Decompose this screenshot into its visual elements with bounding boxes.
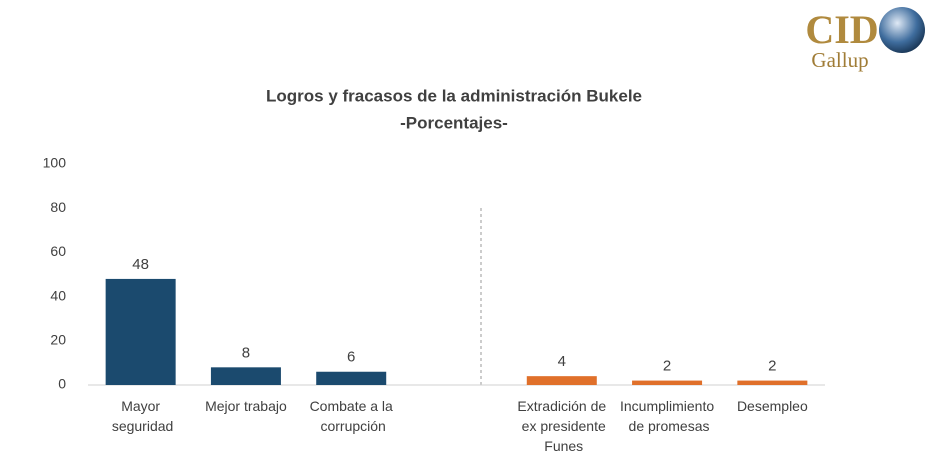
data-label: 48 bbox=[132, 256, 149, 273]
y-tick-label: 100 bbox=[43, 155, 67, 171]
data-label: 8 bbox=[242, 344, 250, 361]
y-tick-label: 0 bbox=[58, 376, 66, 392]
bar bbox=[105, 278, 176, 385]
y-tick-label: 60 bbox=[50, 243, 66, 259]
data-label: 2 bbox=[663, 358, 671, 375]
chart-subtitle: -Porcentajes- bbox=[400, 113, 508, 132]
x-tick-label: Incumplimiento de promesas bbox=[620, 398, 714, 434]
data-label: 6 bbox=[347, 349, 355, 366]
y-tick-label: 80 bbox=[50, 199, 66, 215]
y-tick-label: 40 bbox=[50, 287, 66, 303]
x-tick-label: Extradición de ex presidente Funes bbox=[517, 398, 606, 454]
logo-tagline: Gallup bbox=[811, 48, 868, 72]
logo-name: CID bbox=[805, 7, 878, 52]
logo: CID Gallup bbox=[805, 7, 925, 72]
logo-globe bbox=[879, 7, 925, 53]
bar bbox=[526, 376, 597, 385]
x-tick-label: Mayor seguridad bbox=[108, 398, 173, 434]
data-label: 4 bbox=[558, 353, 566, 370]
bar bbox=[632, 380, 703, 385]
bar bbox=[210, 367, 281, 385]
x-tick-label: Mejor trabajo bbox=[205, 398, 287, 414]
x-tick-label: Desempleo bbox=[737, 398, 808, 414]
bar bbox=[737, 380, 808, 385]
x-tick-label: Combate a la corrupción bbox=[310, 398, 393, 434]
bar bbox=[316, 371, 387, 385]
data-label: 2 bbox=[768, 358, 776, 375]
y-tick-label: 20 bbox=[50, 332, 66, 348]
chart-title: Logros y fracasos de la administración B… bbox=[266, 86, 642, 105]
